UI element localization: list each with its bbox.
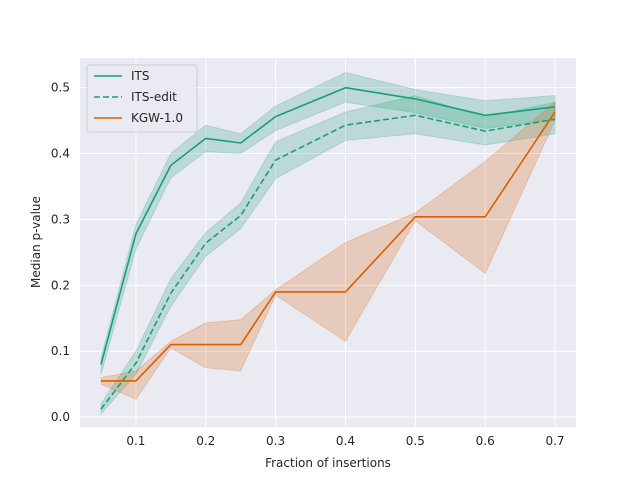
x-tick-label: 0.4 [336, 434, 355, 448]
y-axis-label: Median p-value [29, 196, 43, 288]
grid [80, 58, 576, 427]
y-tick-label: 0.3 [51, 212, 70, 226]
y-tick-label: 0.0 [51, 410, 70, 424]
y-tick-label: 0.4 [51, 147, 70, 161]
x-tick-labels: 0.1 0.2 0.3 0.4 0.5 0.6 0.7 [126, 434, 564, 448]
x-axis-label: Fraction of insertions [265, 456, 391, 470]
legend: ITS ITS-edit KGW-1.0 [86, 64, 198, 133]
x-tick-label: 0.1 [126, 434, 145, 448]
x-tick-label: 0.2 [196, 434, 215, 448]
legend-label: KGW-1.0 [131, 111, 183, 125]
x-tick-label: 0.5 [406, 434, 425, 448]
legend-box [86, 64, 198, 133]
series-line-0 [100, 86, 556, 365]
y-tick-label: 0.5 [51, 81, 70, 95]
confidence-band-2 [100, 101, 556, 400]
legend-label: ITS-edit [131, 90, 177, 104]
y-tick-labels: 0.0 0.1 0.2 0.3 0.4 0.5 [51, 81, 70, 424]
y-tick-label: 0.2 [51, 278, 70, 292]
x-tick-label: 0.7 [545, 434, 564, 448]
series-line-1 [100, 114, 556, 410]
series-line-2 [101, 111, 556, 382]
series-lines [100, 86, 556, 410]
y-tick-label: 0.1 [51, 344, 70, 358]
x-tick-label: 0.3 [266, 434, 285, 448]
legend-label: ITS [131, 69, 150, 83]
x-tick-label: 0.6 [476, 434, 495, 448]
